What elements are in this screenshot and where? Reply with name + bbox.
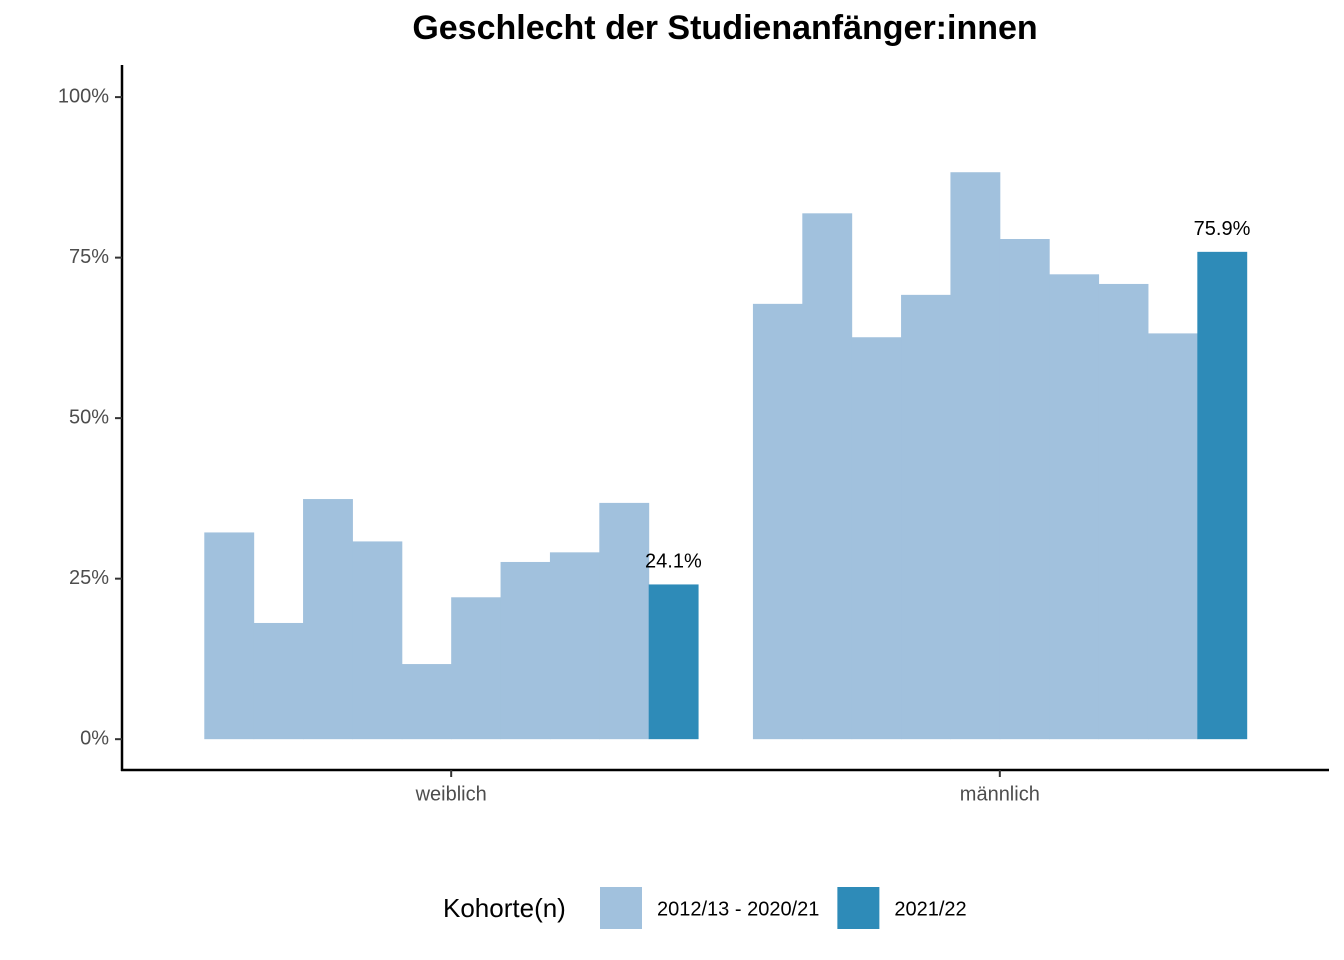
bar bbox=[901, 294, 951, 740]
bar bbox=[1197, 251, 1248, 740]
legend-label: 2021/22 bbox=[894, 898, 966, 920]
legend-title: Kohorte(n) bbox=[443, 893, 566, 923]
bar bbox=[752, 303, 803, 740]
bar bbox=[204, 532, 255, 740]
bar bbox=[802, 213, 853, 740]
bar bbox=[599, 502, 650, 740]
bar bbox=[549, 552, 600, 740]
y-tick-label: 50% bbox=[69, 406, 109, 428]
legend-label: 2012/13 - 2020/21 bbox=[657, 898, 819, 920]
y-tick-label: 100% bbox=[58, 85, 109, 107]
y-tick-label: 0% bbox=[80, 727, 109, 749]
chart-title: Geschlecht der Studienanfänger:innen bbox=[412, 9, 1037, 47]
bar bbox=[451, 597, 502, 740]
bar bbox=[1147, 333, 1198, 740]
bar bbox=[303, 499, 353, 740]
data-label: 24.1% bbox=[645, 551, 702, 573]
bar bbox=[999, 239, 1050, 740]
x-tick-label: weiblich bbox=[415, 783, 487, 805]
bar bbox=[500, 561, 551, 740]
legend-swatch bbox=[837, 887, 880, 929]
x-tick-label: männlich bbox=[960, 783, 1040, 805]
bar bbox=[253, 622, 304, 740]
data-label: 75.9% bbox=[1194, 218, 1251, 240]
y-tick-label: 75% bbox=[69, 246, 109, 268]
y-tick-label: 25% bbox=[69, 567, 109, 589]
bar bbox=[648, 584, 699, 740]
bar bbox=[352, 541, 403, 740]
bar bbox=[1049, 274, 1100, 740]
bar bbox=[851, 337, 902, 740]
legend-swatch bbox=[600, 887, 642, 929]
bar bbox=[1098, 283, 1149, 740]
bar bbox=[401, 664, 452, 740]
bar bbox=[950, 172, 1001, 740]
